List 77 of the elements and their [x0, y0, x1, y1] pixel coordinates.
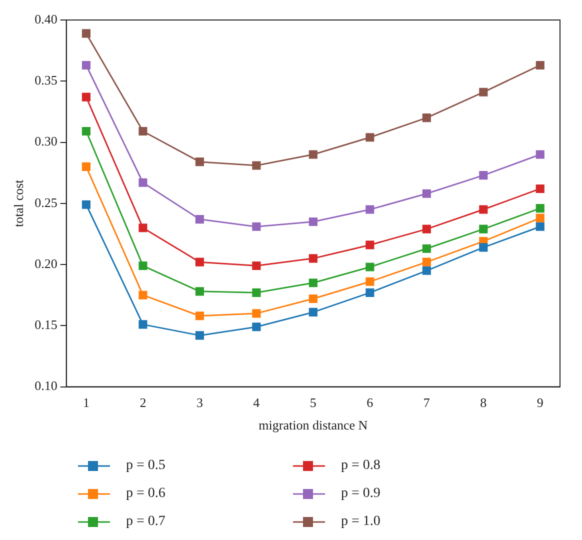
- point: [366, 277, 374, 286]
- point: [422, 244, 431, 253]
- point: [138, 261, 148, 270]
- legend-label: p = 0.6: [126, 486, 166, 502]
- point: [308, 308, 318, 317]
- point: [195, 287, 204, 296]
- legend-label: p = 0.7: [126, 514, 166, 530]
- point: [422, 258, 431, 266]
- point: [195, 158, 204, 166]
- y-tick-label: 0.20: [34, 256, 58, 271]
- point: [82, 29, 90, 38]
- y-tick-label: 0.40: [34, 11, 58, 26]
- x-tick-label: 1: [82, 395, 90, 410]
- x-tick-label: 3: [196, 395, 203, 410]
- point: [536, 184, 544, 194]
- point: [252, 288, 261, 297]
- x-tick-label: 6: [366, 395, 374, 410]
- point: [366, 205, 374, 214]
- y-tick-label: 0.25: [34, 194, 58, 210]
- point: [252, 261, 261, 270]
- point: [82, 126, 90, 136]
- point: [366, 288, 374, 297]
- point: [422, 224, 431, 234]
- point: [366, 240, 374, 250]
- point: [252, 322, 261, 332]
- y-tick-label: 0.35: [34, 72, 58, 88]
- legend-label: p = 0.9: [341, 486, 380, 502]
- x-tick-label: 9: [536, 395, 544, 410]
- y-tick-label: 0.30: [34, 134, 58, 149]
- y-tick-label: 0.15: [34, 317, 58, 332]
- point: [308, 294, 318, 304]
- point: [252, 222, 261, 231]
- point: [195, 258, 204, 266]
- point: [479, 88, 488, 96]
- point: [308, 278, 318, 288]
- point: [195, 312, 204, 320]
- point: [138, 178, 148, 187]
- point: [308, 254, 318, 263]
- point: [138, 290, 148, 300]
- point: [82, 200, 90, 209]
- point: [82, 162, 90, 172]
- point: [536, 214, 544, 222]
- point: [536, 150, 544, 159]
- legend-label: p = 0.8: [341, 458, 380, 474]
- point: [422, 266, 431, 275]
- point: [479, 243, 488, 252]
- point: [138, 224, 148, 232]
- x-tick-label: 7: [423, 395, 430, 410]
- point: [536, 60, 544, 70]
- x-tick-label: 8: [480, 395, 487, 410]
- x-tick-label: 4: [253, 395, 260, 410]
- x-axis-title: migration distance N: [258, 418, 368, 433]
- point: [536, 204, 544, 213]
- point: [366, 133, 374, 142]
- point: [138, 126, 148, 136]
- point: [422, 189, 431, 198]
- point: [195, 331, 204, 340]
- point: [82, 60, 90, 70]
- y-tick-label: 0.10: [34, 378, 58, 394]
- legend-label: p = 0.5: [126, 458, 166, 474]
- point: [479, 205, 488, 214]
- point: [479, 224, 488, 234]
- point: [252, 161, 261, 170]
- point: [138, 320, 148, 329]
- point: [308, 150, 318, 159]
- x-tick-label: 2: [140, 395, 146, 410]
- point: [308, 217, 318, 226]
- point: [82, 92, 90, 102]
- point: [422, 114, 431, 122]
- point: [195, 215, 204, 224]
- y-axis-title: total cost: [11, 179, 26, 228]
- point: [536, 222, 544, 231]
- x-tick-label: 5: [310, 395, 316, 410]
- legend-label: p = 1.0: [341, 514, 380, 530]
- point: [252, 309, 261, 318]
- point: [366, 262, 374, 272]
- point: [479, 170, 488, 180]
